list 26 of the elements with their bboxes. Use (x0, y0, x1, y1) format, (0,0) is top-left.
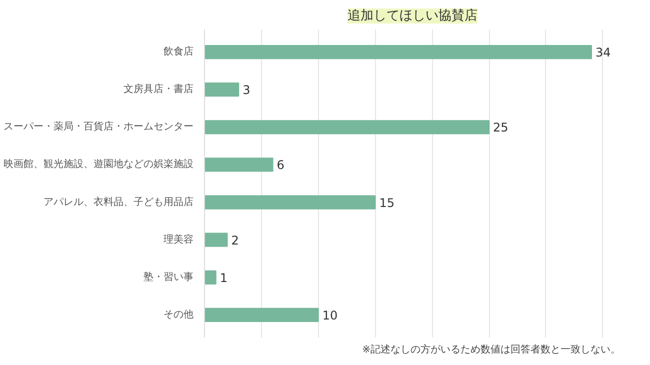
data-label: 10 (322, 308, 338, 322)
y-tick-label: スーパー・薬局・百貨店・ホームセンター (4, 120, 194, 133)
text: ※記述なしの方がいるため数値は回答者数と一致しない。 (362, 344, 621, 356)
chart-title: 追加してほしい協賛店 (348, 8, 478, 24)
y-tick-label: その他 (164, 308, 194, 320)
data-label: 2 (231, 233, 239, 248)
bar (204, 232, 228, 247)
bar (204, 270, 216, 284)
data-label: 6 (276, 158, 284, 172)
data-label: 15 (379, 196, 395, 210)
bar (204, 120, 490, 134)
y-tick-label: 映画館、観光施設、遊園地などの娯楽施設 (4, 158, 194, 170)
data-label: 1 (220, 270, 228, 285)
y-tick-label: アパレル、衣料品、子ども用品店 (44, 196, 194, 208)
bar (204, 158, 274, 172)
data-label: 25 (493, 120, 508, 135)
y-tick-label: 文房具店・書店 (124, 83, 194, 96)
bar (204, 308, 319, 322)
y-tick-label: 塾・習い事 (144, 270, 194, 283)
data-label: 3 (242, 83, 250, 98)
data-label: 34 (595, 46, 611, 60)
bar (204, 44, 592, 60)
y-tick-label: 理美容 (164, 233, 194, 246)
y-tick-label: 飲食店 (164, 46, 194, 58)
bar (204, 82, 240, 97)
bar (204, 195, 376, 210)
